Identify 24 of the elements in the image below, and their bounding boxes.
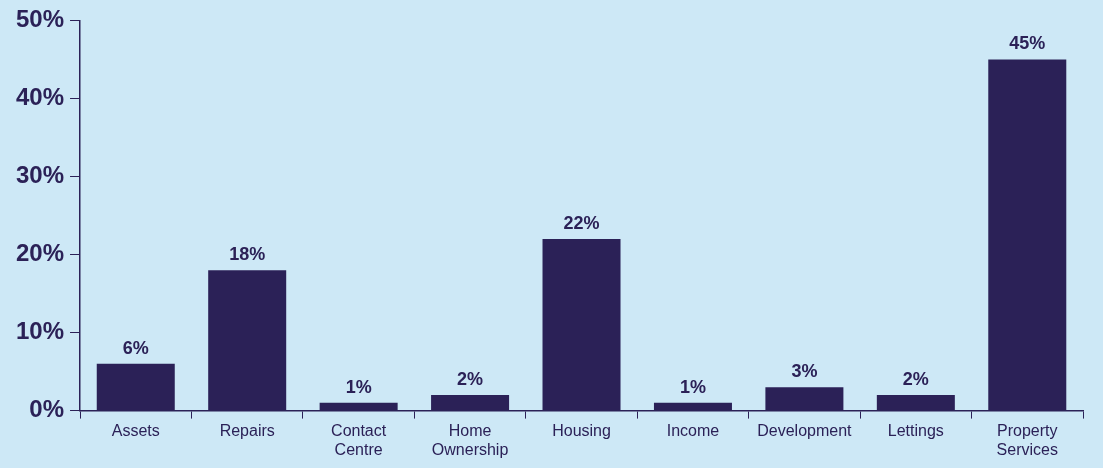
x-tick-label: Repairs <box>219 421 275 439</box>
data-label: 2% <box>902 368 929 389</box>
data-label: 6% <box>122 337 149 358</box>
x-tick-label: Property Services <box>996 421 1058 458</box>
x-tick-label: Assets <box>111 421 160 439</box>
x-tick-label: Home Ownership <box>431 421 509 458</box>
data-label: 3% <box>791 361 818 382</box>
x-tick-label: Income <box>666 421 720 439</box>
data-label: 22% <box>563 212 600 233</box>
x-tick-label: Housing <box>552 421 611 439</box>
data-label: 18% <box>229 244 266 265</box>
data-label: 2% <box>457 368 484 389</box>
data-label: 1% <box>345 376 372 397</box>
x-tick-label: Contact Centre <box>331 421 387 458</box>
x-tick-label: Lettings <box>887 421 944 439</box>
y-tick-label: 50% <box>15 5 65 33</box>
y-tick-label: 10% <box>15 317 65 345</box>
data-label: 45% <box>1009 33 1046 54</box>
y-tick-label: 0% <box>29 395 65 423</box>
y-tick-label: 40% <box>15 83 65 111</box>
data-label: 1% <box>679 376 706 397</box>
x-tick-label: Development <box>757 421 853 439</box>
y-tick-label: 20% <box>15 239 65 267</box>
y-tick-label: 30% <box>15 161 65 189</box>
